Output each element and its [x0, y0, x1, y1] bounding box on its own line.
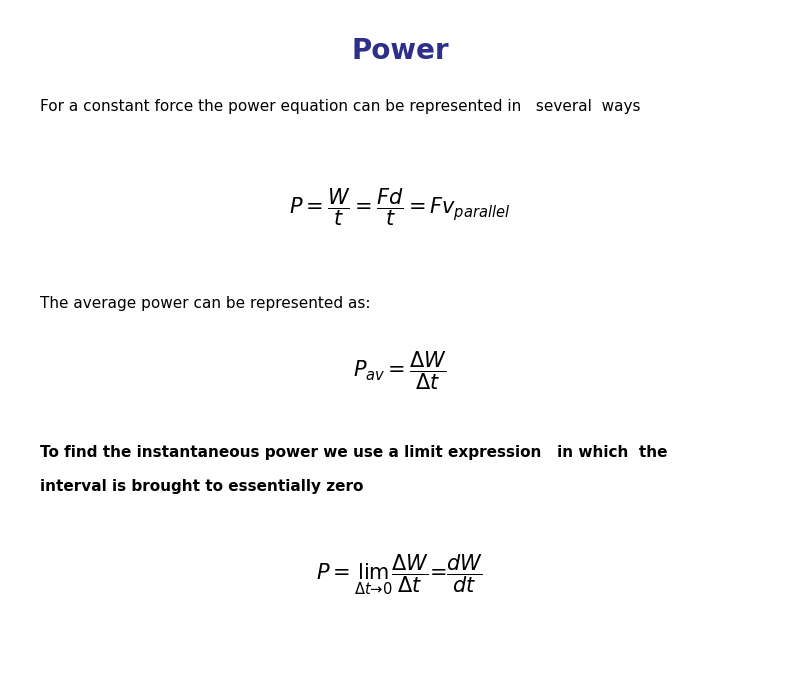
Text: $P = \dfrac{W}{t} = \dfrac{Fd}{t} = Fv_{parallel}$: $P = \dfrac{W}{t} = \dfrac{Fd}{t} = Fv_{… — [290, 186, 510, 228]
Text: Power: Power — [351, 37, 449, 65]
Text: The average power can be represented as:: The average power can be represented as: — [40, 296, 370, 311]
Text: To find the instantaneous power we use a limit expression   in which  the: To find the instantaneous power we use a… — [40, 445, 667, 460]
Text: $P = \lim_{\Delta t \to 0} \dfrac{\Delta W}{\Delta t} = \dfrac{dW}{dt}$: $P = \lim_{\Delta t \to 0} \dfrac{\Delta… — [317, 552, 483, 597]
Text: For a constant force the power equation can be represented in   several  ways: For a constant force the power equation … — [40, 99, 641, 114]
Text: interval is brought to essentially zero: interval is brought to essentially zero — [40, 479, 363, 494]
Text: $P_{av} = \dfrac{\Delta W}{\Delta t}$: $P_{av} = \dfrac{\Delta W}{\Delta t}$ — [353, 350, 447, 392]
